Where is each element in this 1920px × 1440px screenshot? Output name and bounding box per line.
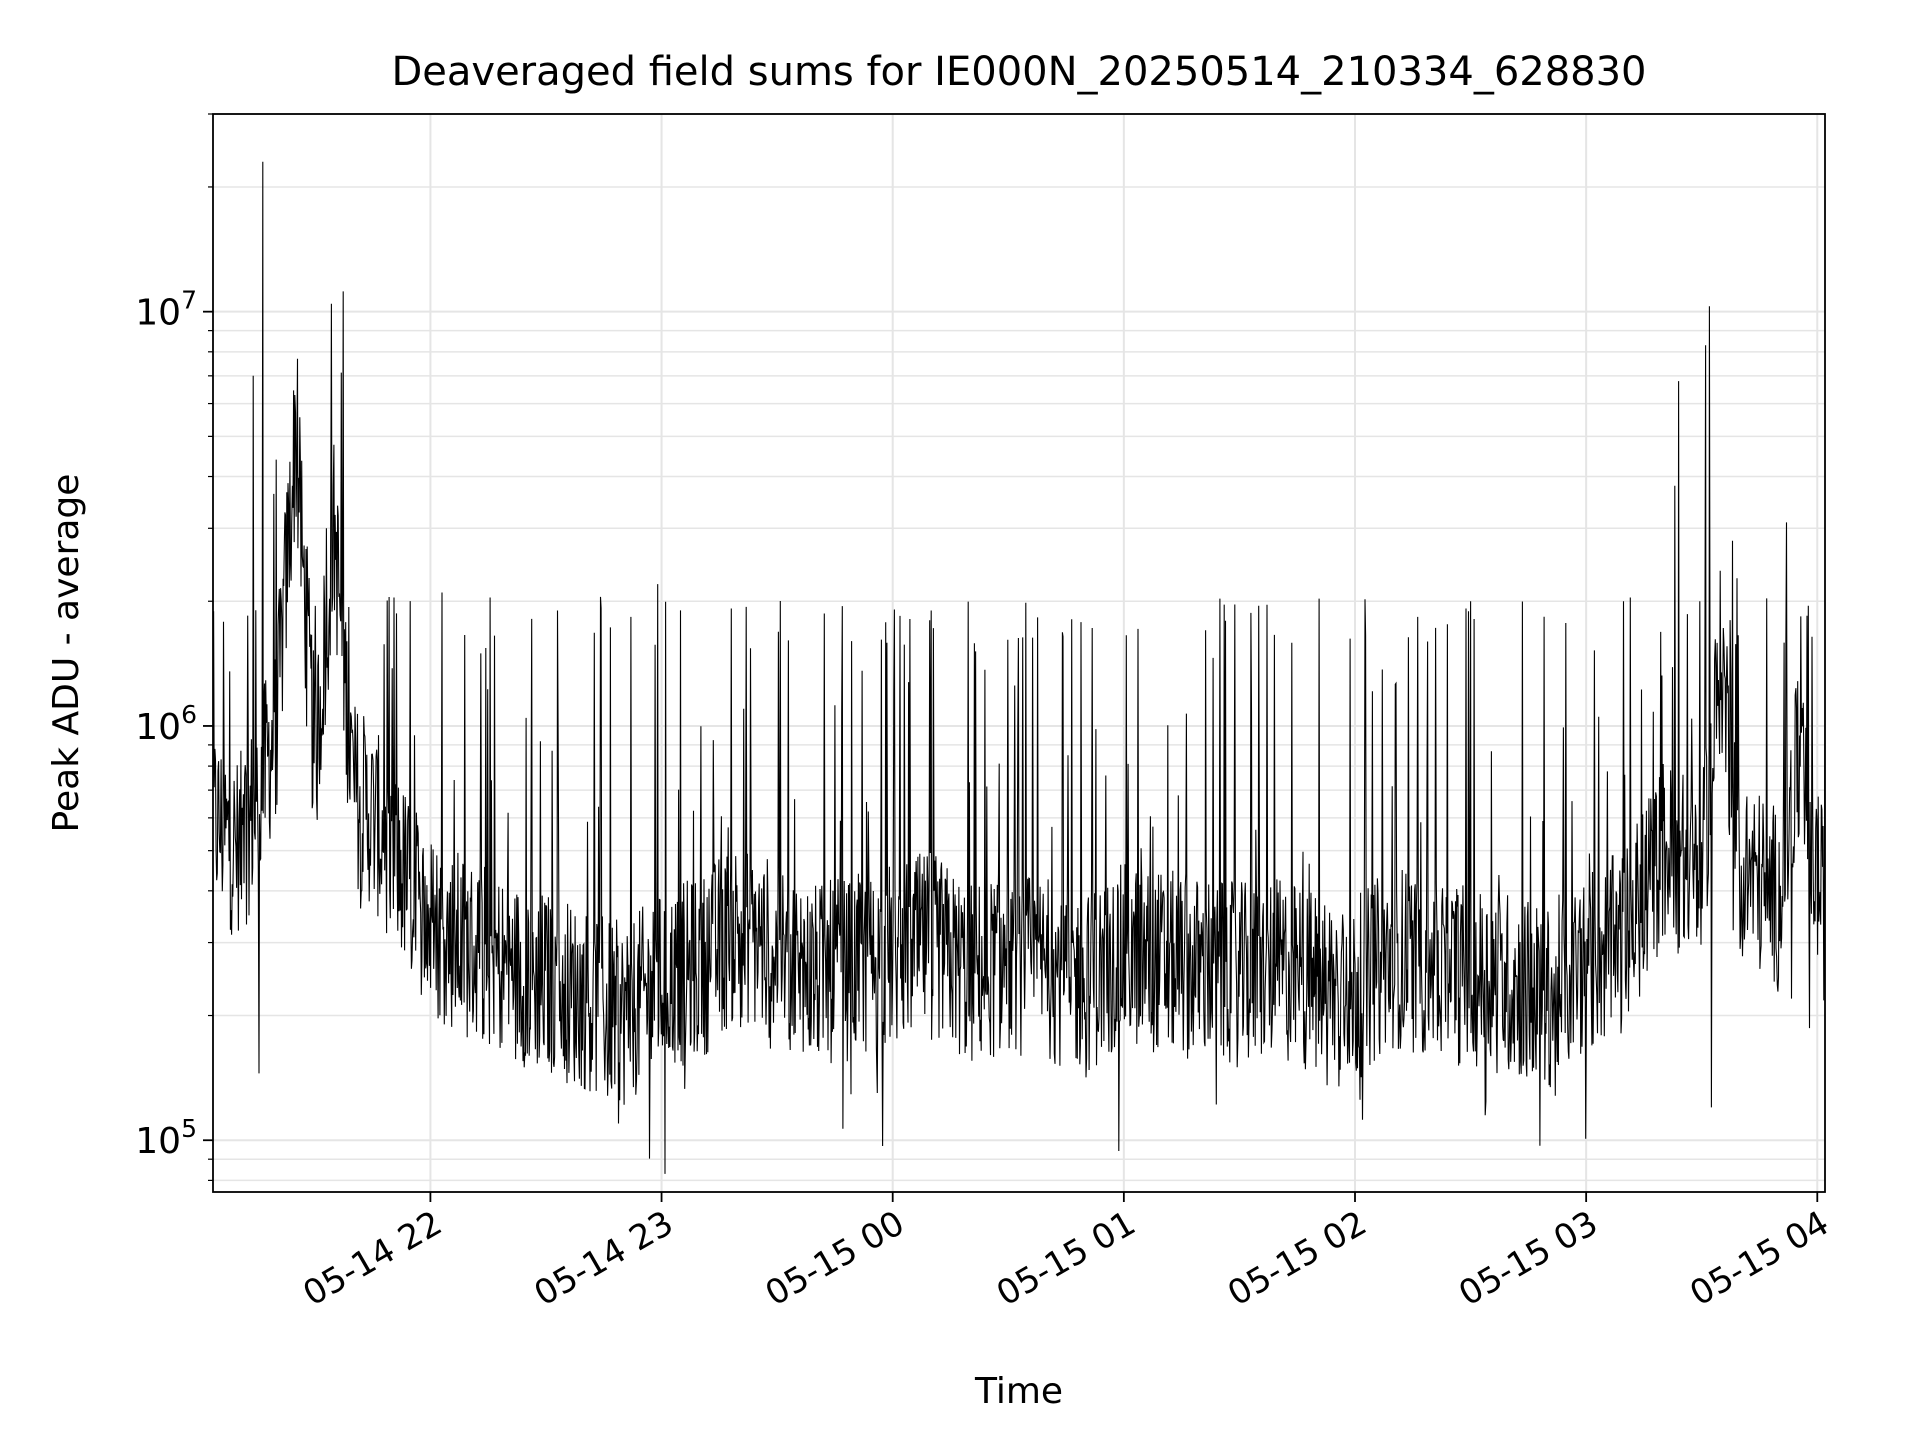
x-tick-label: 05-14 23 xyxy=(528,1203,680,1314)
x-tick-label: 05-14 22 xyxy=(297,1203,449,1314)
plot-frame xyxy=(212,113,1826,1193)
x-tick-label: 05-15 03 xyxy=(1452,1203,1604,1314)
grid xyxy=(213,113,1825,1192)
y-tick-label: 107 xyxy=(135,286,197,334)
series-line xyxy=(212,161,1826,1174)
series-layer xyxy=(212,161,1826,1174)
x-tick-label: 05-15 00 xyxy=(759,1203,911,1314)
x-tick-label: 05-15 04 xyxy=(1683,1203,1835,1314)
x-tick-label: 05-15 01 xyxy=(990,1203,1142,1314)
y-tick-label: 106 xyxy=(135,700,197,748)
y-tick-label: 105 xyxy=(135,1114,197,1162)
x-tick-label: 05-15 02 xyxy=(1221,1203,1373,1314)
y-axis-label: Peak ADU - average xyxy=(46,474,87,833)
chart-title: Deaveraged field sums for IE000N_2025051… xyxy=(391,49,1646,95)
axes: 105 106 107 05-14 22 05-14 23 05-15 00 05-15 0… xyxy=(135,113,1836,1314)
x-axis-label: Time xyxy=(974,1371,1063,1412)
